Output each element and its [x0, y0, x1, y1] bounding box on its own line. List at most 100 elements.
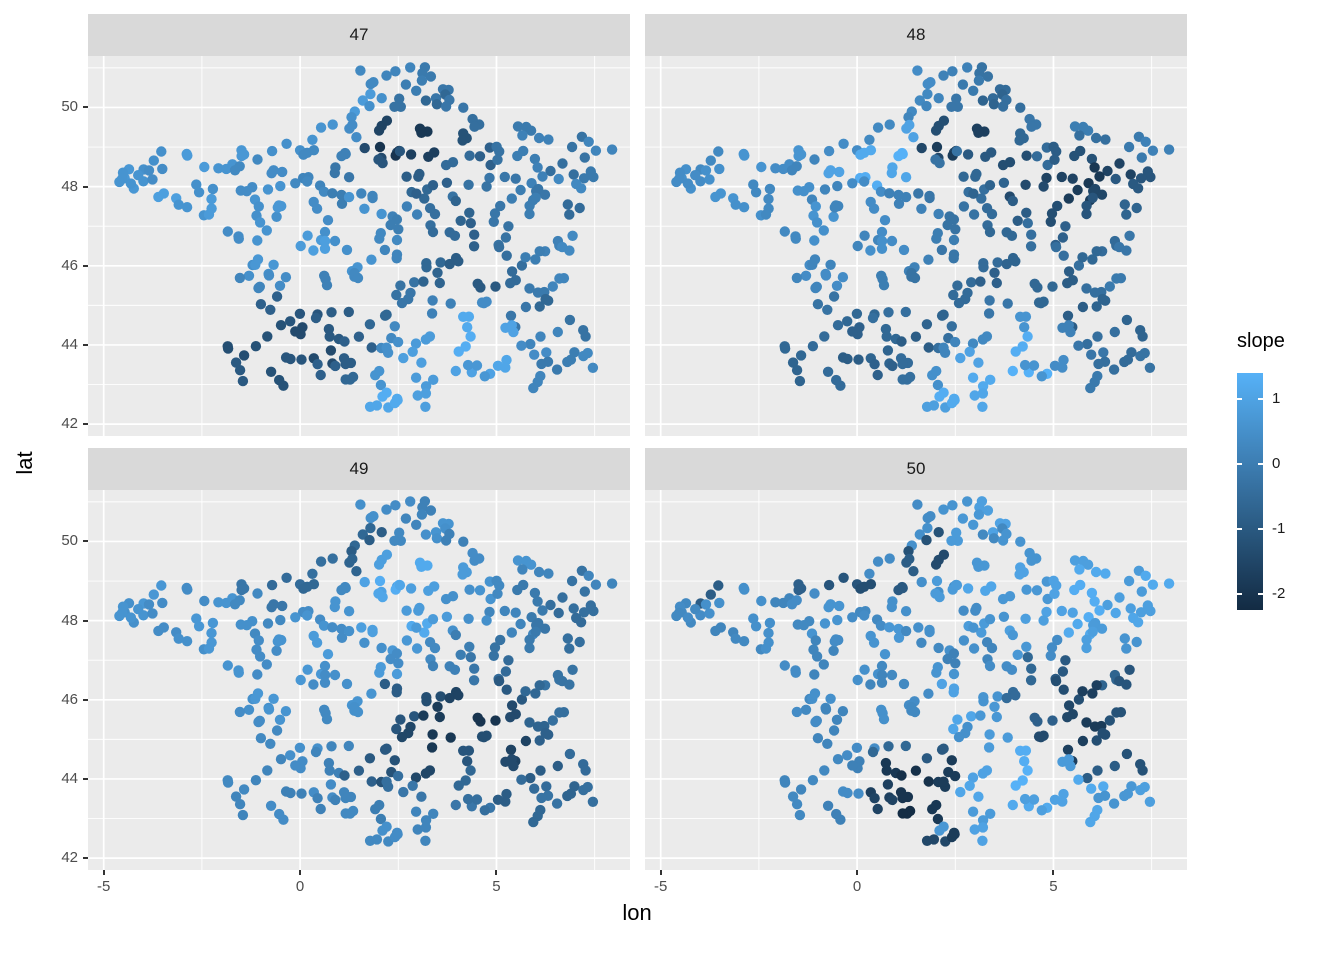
scatter-point	[938, 387, 949, 398]
scatter-point	[321, 280, 333, 291]
scatter-point	[1163, 578, 1175, 589]
scatter-point	[450, 195, 461, 207]
scatter-point	[376, 527, 387, 538]
scatter-point	[949, 770, 961, 782]
scatter-point	[462, 756, 473, 767]
scatter-point	[396, 731, 408, 743]
scatter-point	[953, 731, 965, 743]
scatter-point	[832, 614, 843, 626]
scatter-point	[359, 637, 370, 648]
scatter-point	[365, 88, 376, 100]
scatter-point	[811, 651, 823, 662]
scatter-point	[948, 827, 960, 838]
scatter-point	[398, 352, 409, 364]
scatter-point	[1010, 690, 1021, 701]
scatter-point	[365, 522, 376, 534]
scatter-point	[271, 725, 283, 736]
scatter-point	[319, 235, 331, 247]
scatter-point	[968, 188, 979, 199]
scatter-point	[859, 230, 870, 241]
scatter-point	[933, 527, 944, 538]
scatter-point	[420, 95, 432, 106]
scatter-point	[916, 576, 927, 588]
scatter-point	[295, 240, 306, 252]
scatter-point	[971, 602, 982, 614]
scatter-point	[957, 79, 969, 90]
scatter-point	[373, 559, 385, 570]
scatter-point	[518, 145, 529, 157]
scatter-point	[938, 342, 949, 353]
scatter-point	[528, 816, 539, 828]
scatter-point	[308, 679, 319, 690]
scatter-point	[373, 588, 384, 599]
x-axis-tick-label: 5	[1049, 878, 1058, 895]
scatter-point	[847, 326, 858, 337]
scatter-point	[407, 780, 418, 791]
scatter-point	[985, 808, 996, 819]
scatter-point	[909, 272, 921, 284]
scatter-point	[341, 678, 353, 690]
scatter-point	[252, 254, 264, 265]
scatter-point	[865, 579, 877, 590]
scatter-point	[343, 172, 355, 183]
scatter-point	[381, 776, 392, 787]
scatter-point	[500, 232, 512, 243]
scatter-point	[932, 379, 944, 391]
scatter-point	[859, 664, 870, 675]
y-axis-tick-label: 48	[61, 177, 78, 195]
scatter-point	[512, 121, 524, 132]
scatter-point	[340, 808, 351, 819]
scatter-point	[981, 203, 993, 214]
scatter-point	[898, 678, 910, 690]
scatter-point	[1092, 331, 1103, 342]
scatter-point	[853, 354, 864, 365]
facet-strip-50: 50	[645, 448, 1187, 490]
scatter-point	[359, 203, 370, 214]
scatter-point	[479, 371, 490, 382]
scatter-point	[936, 244, 948, 256]
scatter-point	[450, 629, 461, 641]
scatter-point	[880, 757, 892, 769]
scatter-point	[1144, 796, 1156, 807]
scatter-point	[587, 362, 599, 373]
scatter-point	[234, 272, 246, 284]
legend-tick-mark	[1258, 592, 1263, 595]
scatter-point	[237, 809, 249, 821]
scatter-point	[852, 240, 863, 252]
scatter-point	[302, 230, 313, 241]
scatter-point	[427, 180, 439, 191]
scatter-point	[515, 618, 526, 630]
scatter-point	[275, 180, 286, 192]
scatter-point	[865, 679, 876, 690]
scatter-point	[882, 345, 894, 356]
scatter-point	[254, 217, 266, 228]
scatter-point	[568, 603, 579, 614]
scatter-point	[499, 605, 510, 617]
scatter-point	[310, 312, 322, 324]
scatter-point	[893, 632, 905, 643]
scatter-point	[364, 753, 376, 764]
scatter-point	[977, 334, 989, 345]
scatter-point	[791, 272, 803, 284]
scatter-point	[302, 664, 313, 675]
scatter-point	[1058, 250, 1069, 261]
scatter-point	[867, 746, 879, 758]
scatter-point	[506, 700, 518, 711]
scatter-point	[252, 669, 263, 680]
scatter-point	[444, 258, 455, 270]
y-axis-tick-label: 46	[61, 690, 78, 708]
scatter-point	[884, 622, 895, 633]
scatter-point	[1073, 260, 1085, 271]
scatter-point	[859, 610, 870, 621]
scatter-point	[872, 803, 883, 815]
scatter-point	[809, 688, 821, 699]
scatter-point	[391, 723, 402, 735]
scatter-point	[375, 228, 386, 239]
scatter-point	[271, 291, 283, 302]
scatter-point	[262, 765, 273, 776]
scatter-point	[236, 584, 247, 596]
scatter-point	[847, 178, 858, 189]
scatter-point	[353, 331, 365, 342]
scatter-point	[832, 180, 843, 192]
scatter-point	[958, 605, 969, 616]
